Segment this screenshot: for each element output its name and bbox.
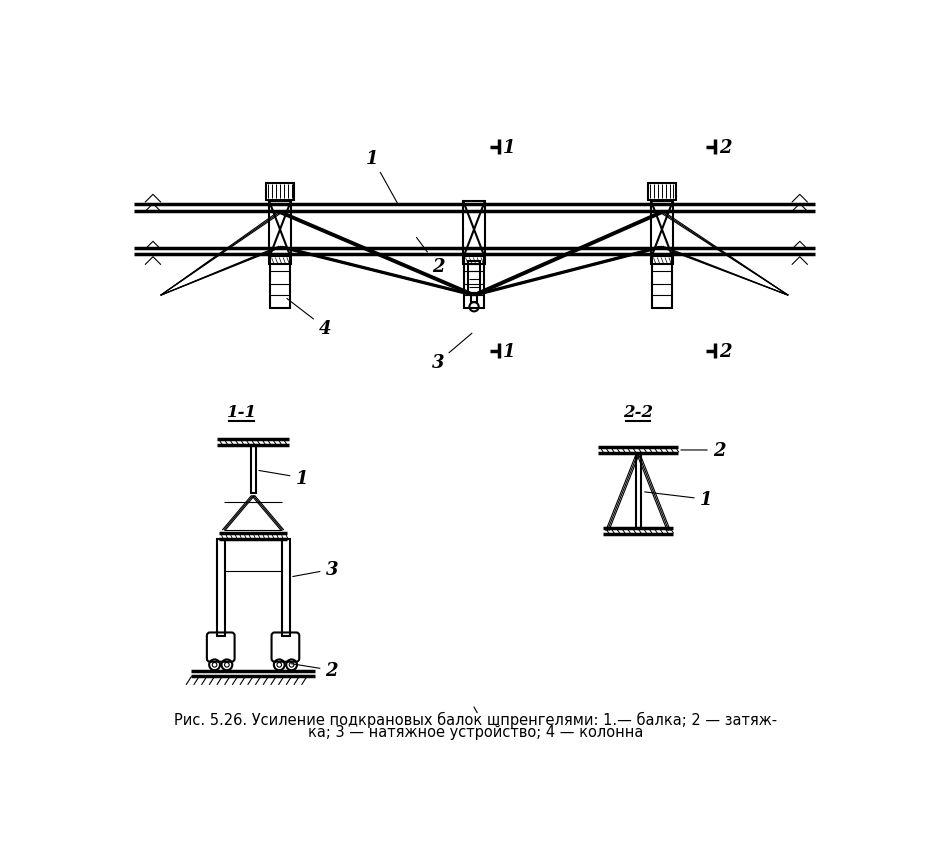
Bar [467,262,479,294]
Text: 1: 1 [502,343,515,360]
Text: 3: 3 [431,334,472,371]
Bar [652,257,671,309]
Text: 2: 2 [718,343,730,360]
Bar [464,257,484,309]
Bar [281,538,290,636]
Text: 1-1: 1-1 [226,403,256,420]
Text: 2: 2 [416,238,444,276]
Text: Рис. 5.26. Усиление подкрановых балок шпренгелями: 1.— балка; 2 — затяж-: Рис. 5.26. Усиление подкрановых балок шп… [174,711,776,727]
Bar [269,202,290,264]
Text: 1: 1 [644,490,711,509]
Text: 3: 3 [292,560,337,579]
Text: 2-2: 2-2 [622,403,653,420]
Bar [463,202,484,264]
Bar [266,184,294,201]
Text: 1: 1 [366,150,398,205]
Text: 4: 4 [286,299,331,337]
Bar [250,446,256,494]
Bar [270,257,290,309]
Bar [471,294,476,303]
Text: ка; 3 — натяжное устройство; 4 — колонна: ка; 3 — натяжное устройство; 4 — колонна [308,724,642,739]
Bar [217,538,225,636]
Text: 2: 2 [718,138,730,156]
Text: 1: 1 [502,138,515,156]
Text: 2: 2 [680,441,725,459]
Bar [647,184,675,201]
Bar [635,453,641,528]
Bar [651,202,672,264]
Text: 2: 2 [291,662,337,679]
Text: 1: 1 [259,469,308,487]
